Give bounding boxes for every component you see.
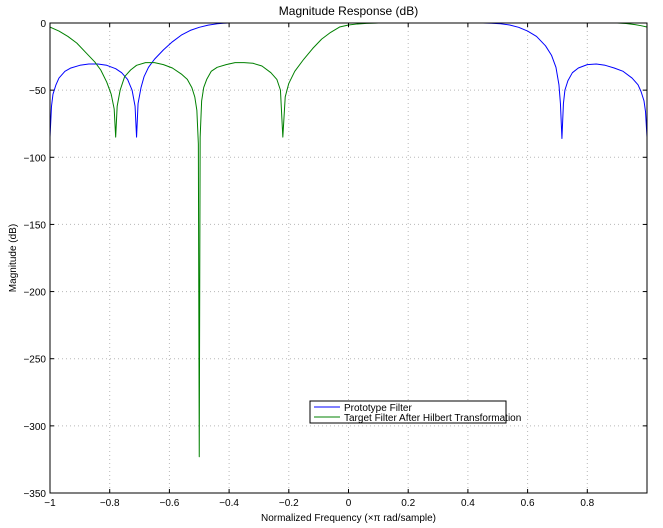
y-tick-label: −150 — [23, 220, 46, 231]
x-tick-label: −0.2 — [279, 498, 299, 509]
y-tick-label: −100 — [23, 153, 46, 164]
x-tick-label: −0.4 — [219, 498, 239, 509]
y-tick-label: −300 — [23, 422, 46, 433]
x-tick-label: −0.6 — [160, 498, 180, 509]
y-tick-label: −50 — [29, 86, 46, 97]
axis-ticks: −1 −0.8 −0.6 −0.4 −0.2 0 0.2 0.4 0.6 0.8 0 −50 −100 −… — [23, 19, 647, 509]
x-tick-label: 0.8 — [580, 498, 594, 509]
series-line-target — [50, 23, 647, 458]
legend-box — [309, 400, 507, 424]
x-axis-label: Normalized Frequency (×π rad/sample) — [261, 513, 436, 524]
legend-label-prototype: Prototype Filter — [344, 403, 412, 414]
y-tick-label: −250 — [23, 355, 46, 366]
x-tick-label: 0.2 — [401, 498, 415, 509]
x-tick-label: 0.4 — [461, 498, 475, 509]
x-tick-label: 0 — [346, 498, 352, 509]
y-tick-label: −200 — [23, 288, 46, 299]
legend-label-target: Target Filter After Hilbert Transformati… — [344, 413, 521, 424]
x-tick-label: −0.8 — [100, 498, 120, 509]
y-axis-label: Magnitude (dB) — [8, 224, 19, 292]
chart-title: Magnitude Response (dB) — [279, 4, 418, 18]
x-tick-label: 0.6 — [521, 498, 535, 509]
y-tick-label: 0 — [40, 19, 46, 30]
x-tick-label: −1 — [44, 498, 56, 509]
legend: Prototype Filter Target Filter After Hil… — [309, 400, 521, 424]
y-tick-label: −350 — [23, 489, 46, 500]
